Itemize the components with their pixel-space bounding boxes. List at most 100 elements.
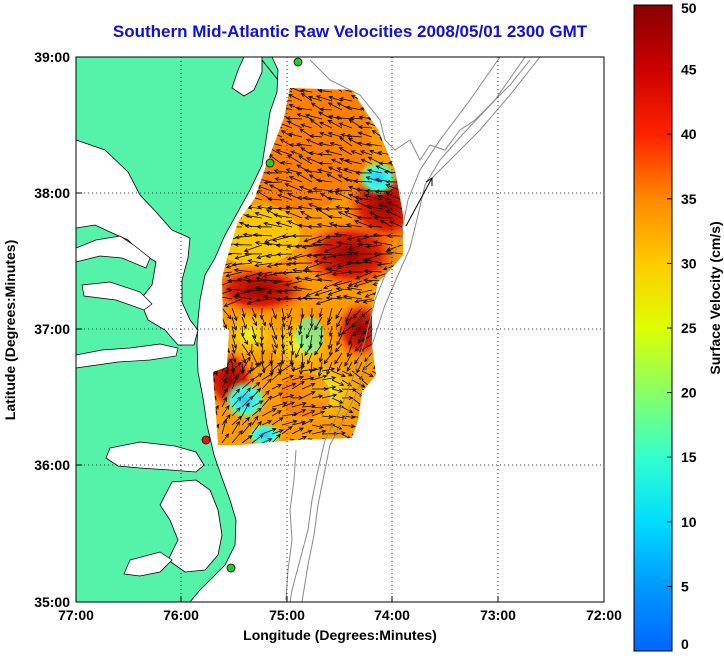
velocity-arrowhead xyxy=(231,262,237,267)
velocity-vector xyxy=(369,150,383,156)
velocity-arrowhead xyxy=(350,94,356,99)
x-tick-label: 76:00 xyxy=(163,607,199,623)
velocity-arrowhead xyxy=(319,107,324,112)
velocity-vector xyxy=(315,289,333,296)
velocity-arrowhead xyxy=(324,206,330,212)
velocity-arrowhead xyxy=(223,377,227,383)
velocity-vector xyxy=(255,212,273,219)
velocity-vector xyxy=(333,225,353,228)
velocity-vector xyxy=(331,424,342,430)
velocity-arrowhead xyxy=(327,166,333,171)
velocity-arrowhead xyxy=(226,414,231,419)
colorbar-tick-label: 45 xyxy=(681,62,697,78)
velocity-vector xyxy=(277,208,293,210)
velocity-vector xyxy=(241,343,251,357)
velocity-vector xyxy=(312,243,333,246)
velocity-arrowhead xyxy=(300,92,306,98)
velocity-arrowhead xyxy=(255,276,261,281)
velocity-vector xyxy=(231,421,240,435)
velocity-arrowhead xyxy=(328,114,334,120)
velocity-vector xyxy=(326,173,343,183)
velocity-arrowhead xyxy=(318,341,323,347)
y-tick-label: 35:00 xyxy=(34,594,70,610)
velocity-arrowhead xyxy=(346,269,352,275)
velocity-arrowhead xyxy=(273,344,278,349)
velocity-vector xyxy=(295,244,313,248)
velocity-arrowhead xyxy=(308,345,313,351)
velocity-vector xyxy=(255,242,273,246)
velocity-arrowhead xyxy=(301,420,306,425)
velocity-arrowhead xyxy=(328,95,334,100)
velocity-arrowhead xyxy=(241,313,246,318)
colorbar-tick-label: 40 xyxy=(681,126,697,142)
velocity-vector xyxy=(309,174,323,183)
velocity-vector xyxy=(251,334,259,347)
colorbar-tick-label: 10 xyxy=(681,514,697,530)
velocity-arrowhead xyxy=(341,373,346,378)
colorbar-bar xyxy=(633,4,673,652)
velocity-vector xyxy=(225,271,243,277)
velocity-arrowhead xyxy=(367,156,373,161)
velocity-arrowhead xyxy=(223,303,229,307)
velocity-arrowhead xyxy=(268,322,274,328)
velocity-vector xyxy=(263,222,283,228)
velocity-vector xyxy=(221,378,227,390)
velocity-vector xyxy=(248,260,263,264)
velocity-vector xyxy=(300,89,313,93)
velocity-vector xyxy=(241,369,252,381)
velocity-arrowhead xyxy=(286,244,292,249)
velocity-arrowhead xyxy=(233,242,239,247)
velocity-arrowhead xyxy=(321,429,327,434)
velocity-arrowhead xyxy=(299,88,305,93)
velocity-arrowhead xyxy=(296,296,302,301)
velocity-vector xyxy=(241,307,245,318)
velocity-arrowhead xyxy=(286,154,292,159)
velocity-arrowhead xyxy=(300,365,306,370)
velocity-arrowhead xyxy=(365,244,371,249)
velocity-arrowhead xyxy=(319,132,325,136)
velocity-arrowhead xyxy=(289,340,294,346)
velocity-vector xyxy=(281,362,294,372)
velocity-arrowhead xyxy=(357,339,362,345)
velocity-arrowhead xyxy=(358,375,364,381)
velocity-arrowhead xyxy=(292,419,298,424)
velocity-arrowhead xyxy=(350,150,356,155)
velocity-arrowhead xyxy=(374,177,380,183)
velocity-vector xyxy=(301,383,315,390)
velocity-arrowhead xyxy=(358,115,364,120)
velocity-vector xyxy=(357,289,373,294)
velocity-arrowhead xyxy=(262,321,266,327)
velocity-vector xyxy=(288,316,293,330)
velocity-arrowhead xyxy=(245,402,250,408)
velocity-vector xyxy=(266,209,283,219)
velocity-arrowhead xyxy=(346,250,352,255)
velocity-vector xyxy=(385,192,403,201)
velocity-arrowhead xyxy=(271,428,277,432)
velocity-arrowhead xyxy=(246,300,252,305)
velocity-vector xyxy=(314,260,333,264)
velocity-vector xyxy=(281,426,293,435)
velocity-arrowhead xyxy=(288,104,294,108)
velocity-vector xyxy=(321,405,333,408)
velocity-arrowhead xyxy=(336,240,342,245)
velocity-vector xyxy=(326,361,333,375)
velocity-vector xyxy=(311,367,323,372)
velocity-arrowhead xyxy=(254,342,259,347)
velocity-arrowhead xyxy=(247,259,253,264)
velocity-arrowhead xyxy=(364,320,370,325)
velocity-arrowhead xyxy=(359,150,365,155)
velocity-arrowhead xyxy=(305,138,311,143)
velocity-arrowhead xyxy=(333,282,339,287)
velocity-vector xyxy=(291,381,305,390)
velocity-arrowhead xyxy=(254,240,260,246)
velocity-vector xyxy=(271,325,277,340)
velocity-arrowhead xyxy=(289,362,295,367)
delaware-bay xyxy=(231,57,263,97)
velocity-arrowhead xyxy=(309,118,315,124)
velocity-arrowhead xyxy=(273,262,279,267)
velocity-arrowhead xyxy=(252,313,257,319)
velocity-vector xyxy=(300,210,313,219)
velocity-vector xyxy=(321,415,333,418)
velocity-arrowhead xyxy=(280,344,286,350)
velocity-arrowhead xyxy=(362,258,368,263)
